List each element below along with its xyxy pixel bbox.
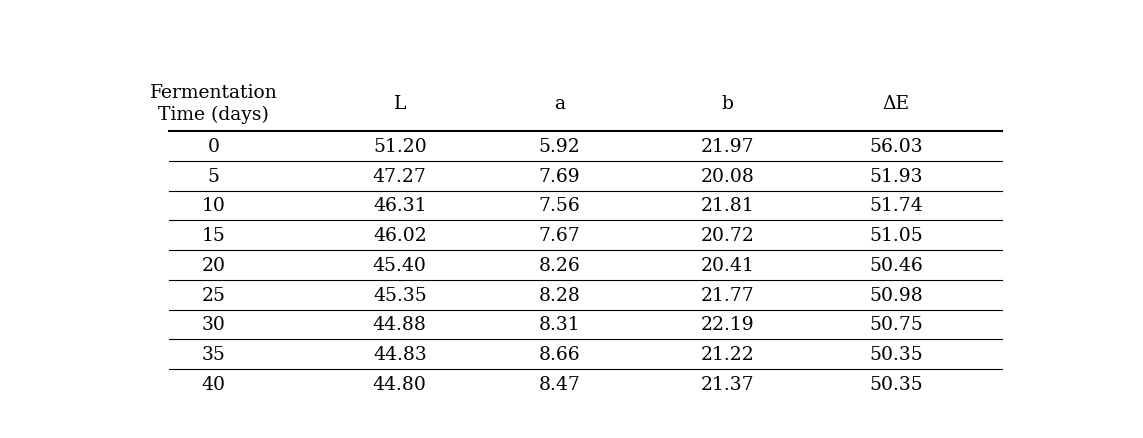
Text: 40: 40 — [202, 375, 225, 393]
Text: 7.67: 7.67 — [538, 227, 581, 245]
Text: 21.97: 21.97 — [701, 138, 754, 155]
Text: 20.72: 20.72 — [701, 227, 754, 245]
Text: a: a — [553, 95, 565, 113]
Text: 8.28: 8.28 — [538, 286, 581, 304]
Text: 7.56: 7.56 — [538, 197, 581, 215]
Text: 8.31: 8.31 — [538, 316, 580, 334]
Text: 8.66: 8.66 — [538, 346, 580, 364]
Text: 8.47: 8.47 — [538, 375, 581, 393]
Text: 50.35: 50.35 — [869, 375, 922, 393]
Text: 22.19: 22.19 — [701, 316, 754, 334]
Text: 15: 15 — [202, 227, 225, 245]
Text: 7.69: 7.69 — [538, 167, 580, 185]
Text: 45.35: 45.35 — [373, 286, 426, 304]
Text: 10: 10 — [202, 197, 225, 215]
Text: 21.37: 21.37 — [701, 375, 754, 393]
Text: 50.35: 50.35 — [869, 346, 922, 364]
Text: 46.02: 46.02 — [373, 227, 426, 245]
Text: 20.41: 20.41 — [701, 256, 754, 274]
Text: 45.40: 45.40 — [373, 256, 426, 274]
Text: 0: 0 — [208, 138, 219, 155]
Text: 8.26: 8.26 — [538, 256, 581, 274]
Text: Fermentation
Time (days): Fermentation Time (days) — [150, 84, 278, 124]
Text: 51.20: 51.20 — [373, 138, 426, 155]
Text: 51.74: 51.74 — [869, 197, 922, 215]
Text: 25: 25 — [202, 286, 225, 304]
Text: 21.77: 21.77 — [701, 286, 754, 304]
Text: 51.93: 51.93 — [869, 167, 922, 185]
Text: 35: 35 — [202, 346, 225, 364]
Text: 50.98: 50.98 — [869, 286, 922, 304]
Text: 30: 30 — [202, 316, 225, 334]
Text: ΔE: ΔE — [882, 95, 910, 113]
Text: 44.80: 44.80 — [373, 375, 426, 393]
Text: 44.88: 44.88 — [373, 316, 426, 334]
Text: 47.27: 47.27 — [373, 167, 426, 185]
Text: 44.83: 44.83 — [373, 346, 426, 364]
Text: 46.31: 46.31 — [373, 197, 426, 215]
Text: 21.81: 21.81 — [701, 197, 754, 215]
Text: b: b — [721, 95, 734, 113]
Text: 5: 5 — [208, 167, 219, 185]
Text: 20: 20 — [202, 256, 225, 274]
Text: 50.75: 50.75 — [869, 316, 922, 334]
Text: 20.08: 20.08 — [701, 167, 754, 185]
Text: 21.22: 21.22 — [701, 346, 754, 364]
Text: 56.03: 56.03 — [869, 138, 922, 155]
Text: 51.05: 51.05 — [869, 227, 922, 245]
Text: L: L — [393, 95, 406, 113]
Text: 5.92: 5.92 — [538, 138, 581, 155]
Text: 50.46: 50.46 — [869, 256, 922, 274]
